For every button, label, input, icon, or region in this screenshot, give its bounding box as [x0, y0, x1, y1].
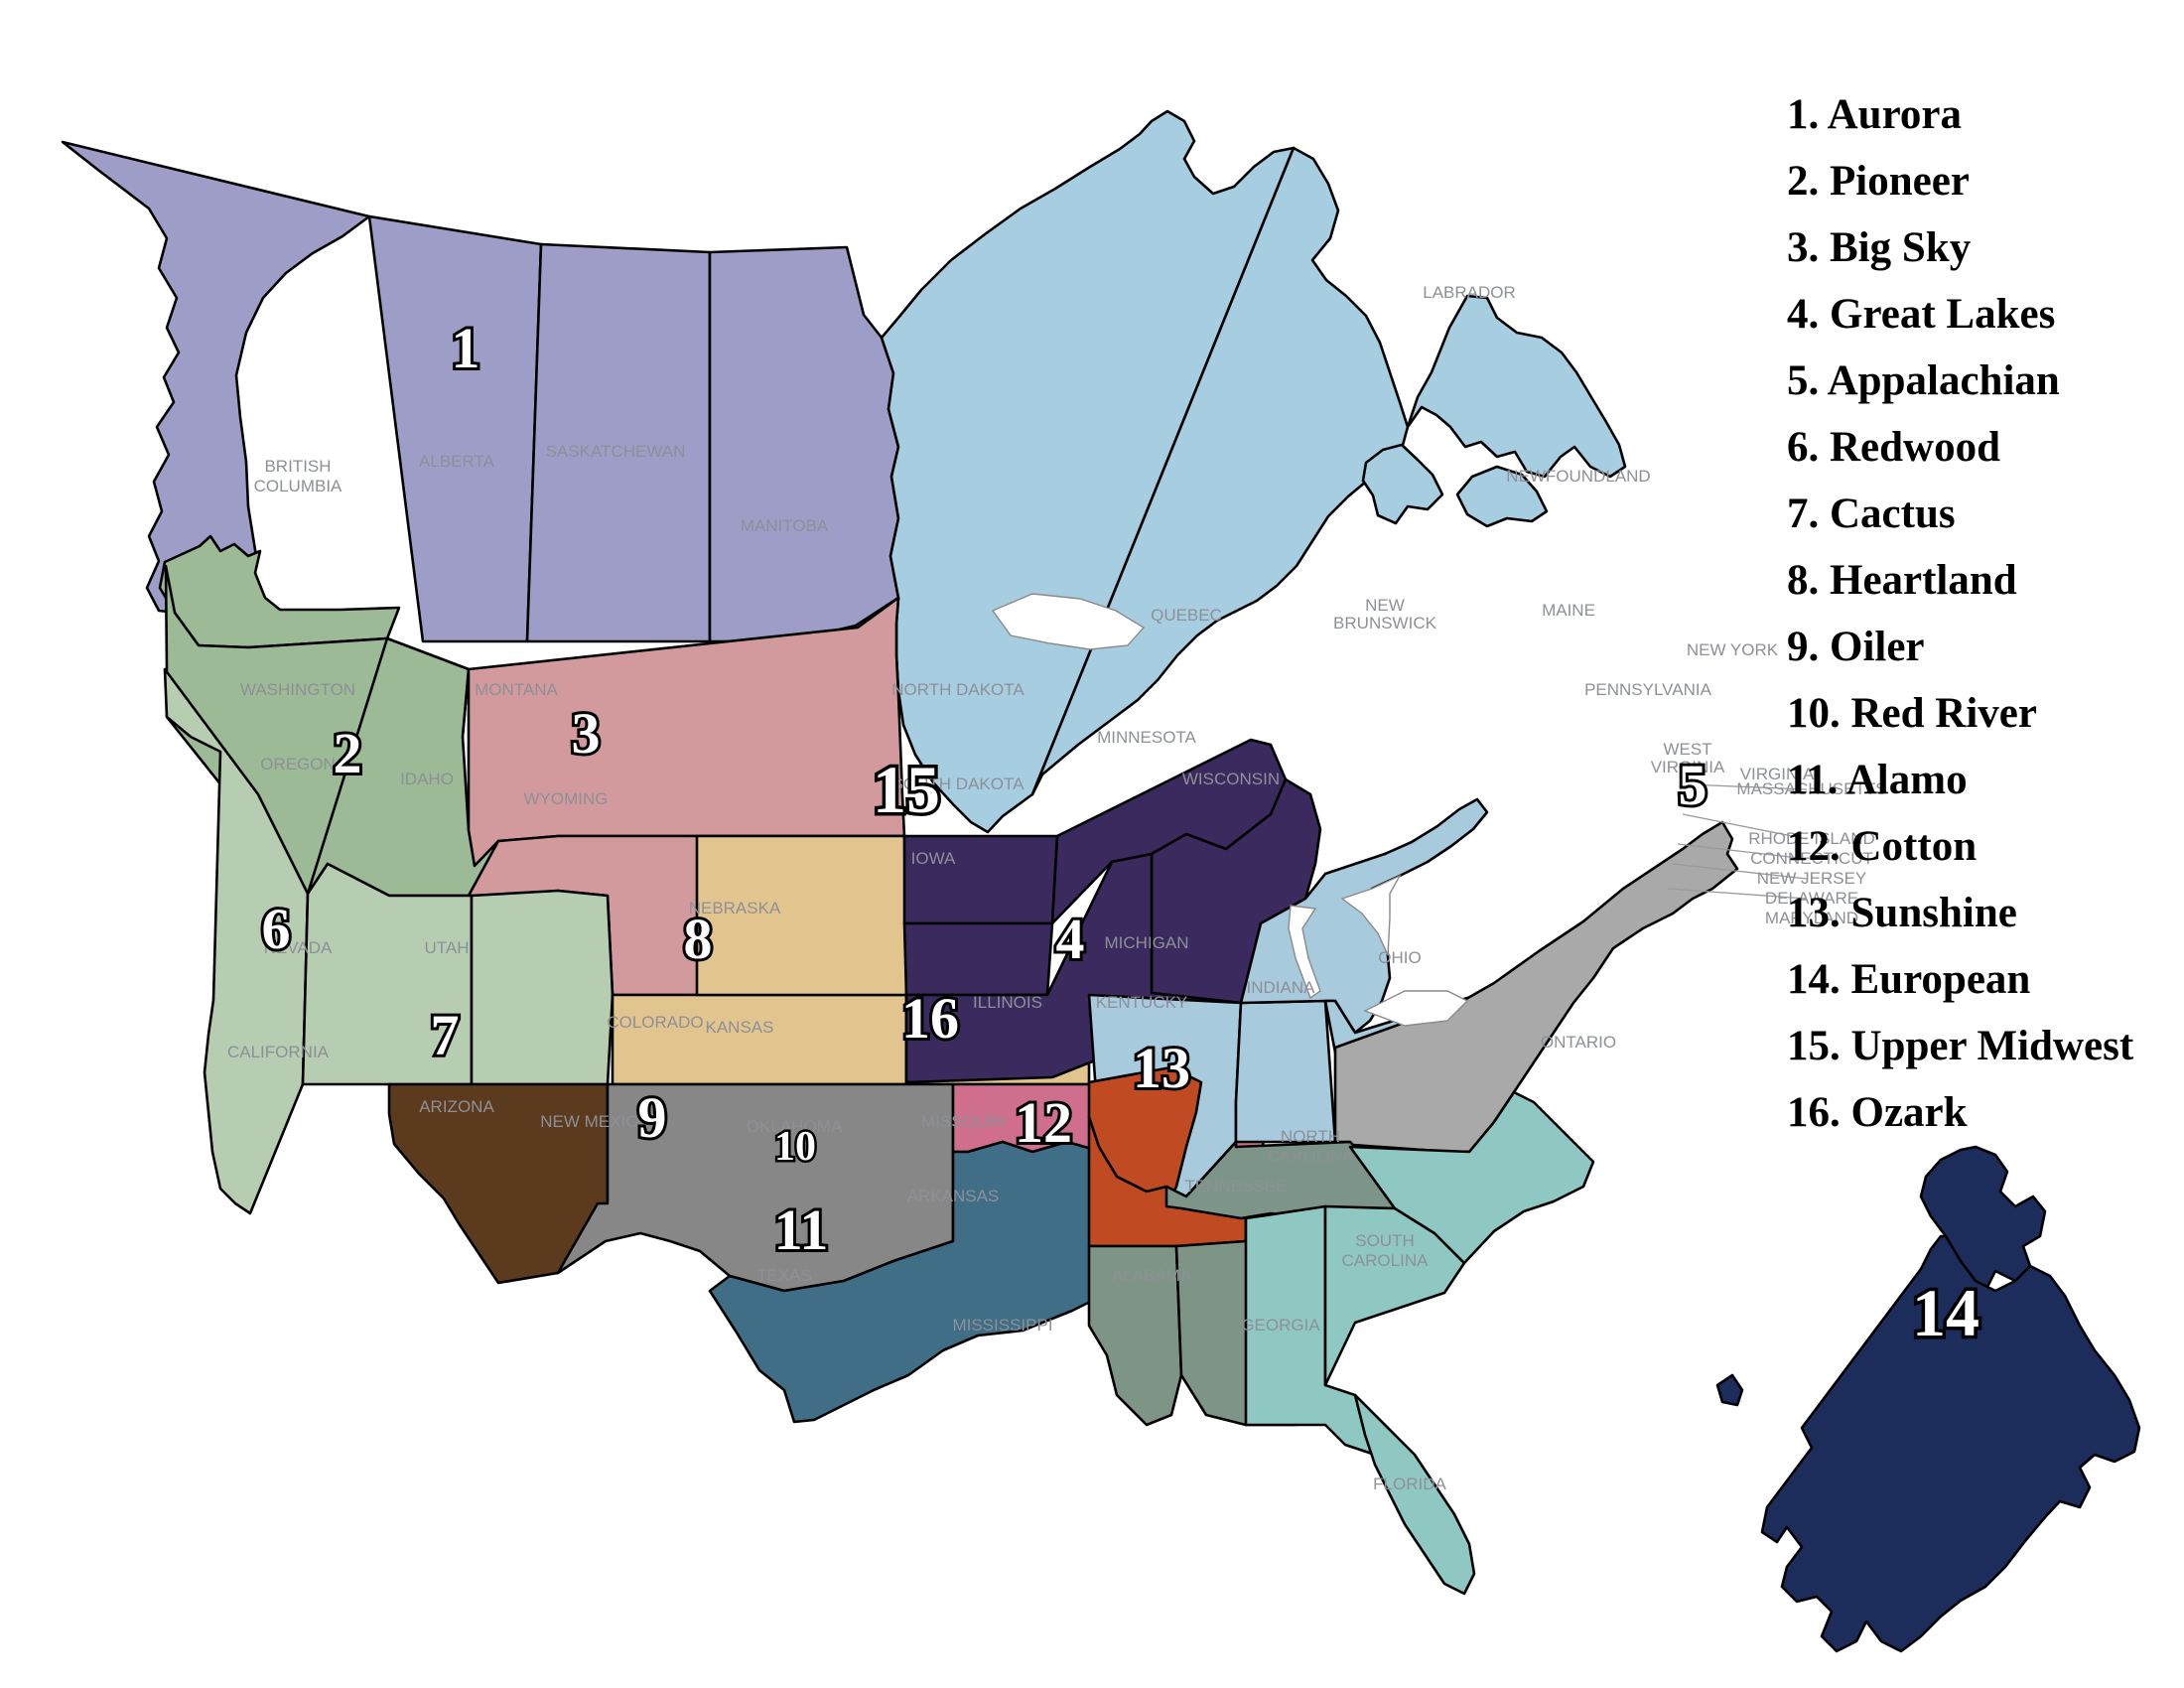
svg-text:BRUNSWICK: BRUNSWICK [1333, 614, 1437, 633]
svg-text:5: 5 [1679, 753, 1707, 817]
svg-text:10: 10 [774, 1124, 816, 1170]
svg-text:OHIO: OHIO [1378, 948, 1421, 967]
svg-text:CALIFORNIA: CALIFORNIA [227, 1043, 330, 1061]
svg-text:MANITOBA: MANITOBA [741, 516, 829, 535]
svg-text:WISCONSIN: WISCONSIN [1182, 770, 1280, 788]
svg-text:ONTARIO: ONTARIO [1541, 1033, 1616, 1052]
svg-text:MISSISSIPPI: MISSISSIPPI [952, 1316, 1052, 1335]
svg-text:MICHIGAN: MICHIGAN [1105, 933, 1189, 952]
svg-text:INDIANA: INDIANA [1247, 978, 1316, 997]
svg-text:UTAH: UTAH [424, 938, 469, 957]
svg-text:MISSOURI: MISSOURI [921, 1112, 1005, 1131]
svg-text:11: 11 [774, 1197, 829, 1262]
svg-text:ARIZONA: ARIZONA [419, 1097, 494, 1116]
svg-text:1: 1 [452, 316, 480, 380]
svg-text:NEW MEXICO: NEW MEXICO [540, 1112, 650, 1131]
svg-text:4: 4 [1056, 907, 1085, 971]
svg-text:IDAHO: IDAHO [400, 770, 454, 788]
svg-text:3: 3 [572, 701, 601, 766]
svg-text:CAROLINA: CAROLINA [1268, 1147, 1355, 1166]
svg-text:TEXAS: TEXAS [756, 1266, 812, 1285]
svg-text:GEORGIA: GEORGIA [1241, 1316, 1320, 1335]
svg-text:NEWFOUNDLAND: NEWFOUNDLAND [1506, 467, 1650, 486]
svg-text:COLUMBIA: COLUMBIA [254, 477, 342, 495]
svg-text:ARKANSAS: ARKANSAS [907, 1187, 1000, 1205]
svg-text:MONTANA: MONTANA [475, 680, 558, 699]
svg-text:ILLINOIS: ILLINOIS [973, 993, 1042, 1012]
svg-text:KENTUCKY: KENTUCKY [1096, 993, 1188, 1012]
svg-text:ALBERTA: ALBERTA [419, 452, 495, 471]
svg-text:8: 8 [684, 907, 713, 971]
svg-text:COLORADO: COLORADO [607, 1013, 703, 1032]
svg-text:SOUTH: SOUTH [1355, 1231, 1415, 1250]
svg-text:NEW YORK: NEW YORK [1687, 640, 1779, 659]
svg-text:MAINE: MAINE [1542, 601, 1595, 620]
svg-text:12: 12 [1015, 1090, 1072, 1155]
svg-text:PENNSYLVANIA: PENNSYLVANIA [1584, 680, 1712, 699]
svg-text:NORTH: NORTH [1281, 1127, 1340, 1146]
svg-text:WYOMING: WYOMING [524, 789, 609, 808]
svg-text:13: 13 [1133, 1036, 1190, 1100]
svg-text:MINNESOTA: MINNESOTA [1097, 728, 1196, 747]
svg-text:OREGON: OREGON [260, 755, 336, 774]
svg-text:KANSAS: KANSAS [706, 1018, 774, 1037]
svg-text:BRITISH: BRITISH [264, 457, 331, 476]
svg-text:16: 16 [901, 986, 959, 1051]
svg-text:NORTH DAKOTA: NORTH DAKOTA [891, 680, 1024, 699]
svg-text:FLORIDA: FLORIDA [1373, 1475, 1446, 1493]
svg-text:7: 7 [431, 1003, 460, 1067]
svg-text:IOWA: IOWA [911, 849, 956, 868]
svg-text:ALABAMA: ALABAMA [1112, 1266, 1192, 1285]
svg-text:SASKATCHEWAN: SASKATCHEWAN [546, 442, 686, 461]
svg-text:NEW: NEW [1365, 596, 1405, 615]
svg-text:WASHINGTON: WASHINGTON [240, 680, 355, 699]
svg-text:15: 15 [873, 752, 940, 827]
svg-text:6: 6 [262, 897, 291, 961]
svg-text:CAROLINA: CAROLINA [1342, 1251, 1430, 1270]
svg-text:QUEBEC: QUEBEC [1151, 606, 1222, 625]
svg-text:14: 14 [1912, 1275, 1979, 1350]
svg-text:2: 2 [334, 721, 362, 785]
svg-text:TENNESSEE: TENNESSEE [1185, 1177, 1288, 1196]
svg-text:9: 9 [638, 1085, 667, 1150]
svg-text:LABRADOR: LABRADOR [1423, 283, 1516, 302]
